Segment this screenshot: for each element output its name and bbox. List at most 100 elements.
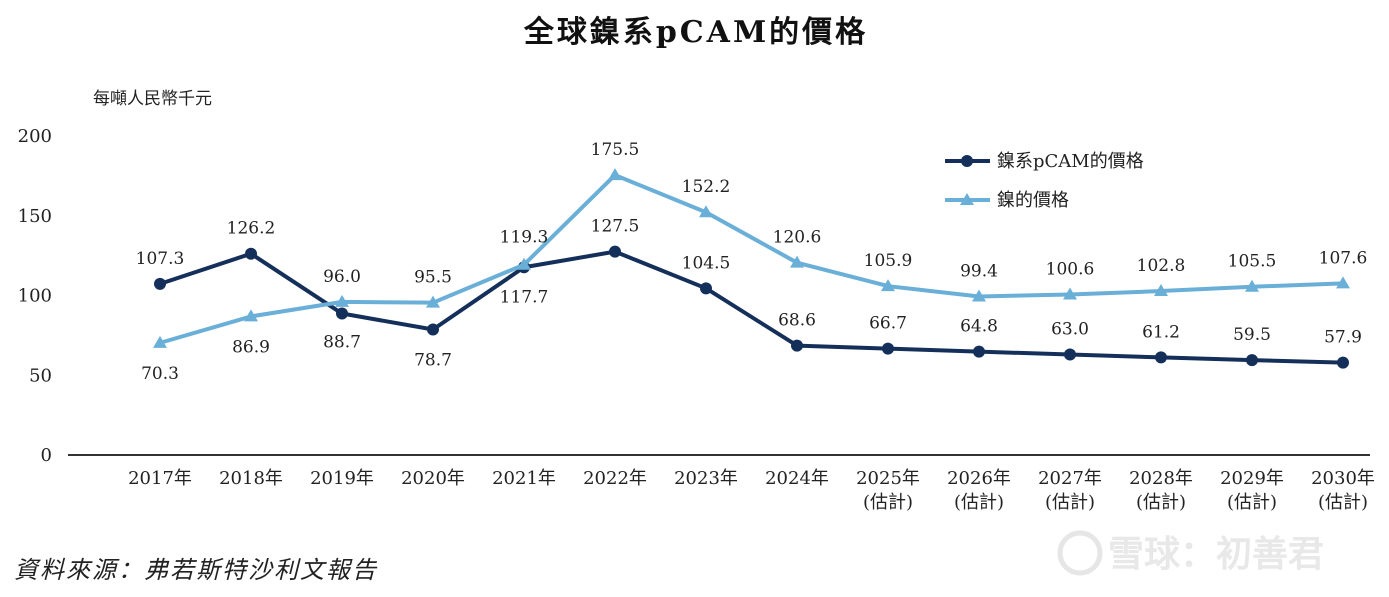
y-tick-label: 50 xyxy=(29,365,52,386)
y-tick-label: 150 xyxy=(18,206,52,227)
x-tick-label: 2025年 xyxy=(856,468,920,489)
source-note: 資料來源：弗若斯特沙利文報告 xyxy=(14,556,378,584)
data-point xyxy=(245,247,257,260)
y-tick-label: 100 xyxy=(18,286,52,307)
y-tick-label: 0 xyxy=(41,445,52,466)
x-tick-label: (估計) xyxy=(1045,492,1095,513)
watermark-logo-icon xyxy=(1057,530,1103,576)
x-tick-label: 2021年 xyxy=(492,468,556,489)
x-tick-label: 2020年 xyxy=(401,468,465,489)
data-point xyxy=(153,335,167,348)
data-point xyxy=(881,279,895,292)
data-label: 126.2 xyxy=(227,219,276,239)
data-point xyxy=(1246,354,1258,367)
legend-label: 鎳的價格 xyxy=(997,190,1069,211)
watermark-text: 雪球：初善君 xyxy=(1108,534,1324,575)
data-point xyxy=(335,294,349,307)
legend-marker-circle-icon xyxy=(961,155,973,167)
x-tick-label: 2026年 xyxy=(947,468,1011,489)
data-point xyxy=(1245,279,1259,292)
data-label: 68.6 xyxy=(778,311,816,331)
x-tick-label: 2023年 xyxy=(674,468,738,489)
data-label: 86.9 xyxy=(232,337,270,357)
data-label: 117.7 xyxy=(500,287,549,307)
data-label: 95.5 xyxy=(414,268,452,288)
data-point xyxy=(790,255,804,268)
x-tick-label: (估計) xyxy=(954,492,1004,513)
data-point xyxy=(1154,284,1168,297)
data-label: 105.9 xyxy=(864,251,913,271)
data-point xyxy=(1336,276,1350,289)
data-label: 66.7 xyxy=(869,314,907,334)
data-label: 175.5 xyxy=(591,140,640,160)
data-point xyxy=(972,289,986,302)
data-label: 104.5 xyxy=(682,253,731,273)
data-label: 100.6 xyxy=(1046,260,1095,280)
legend-item: 鎳的價格 xyxy=(945,190,1069,211)
legend-marker-triangle-icon xyxy=(960,193,974,205)
data-label: 120.6 xyxy=(773,228,822,248)
data-label: 78.7 xyxy=(414,350,452,370)
data-label: 107.3 xyxy=(136,249,185,269)
data-label: 99.4 xyxy=(960,261,998,281)
x-tick-label: 2024年 xyxy=(765,468,829,489)
data-point xyxy=(791,339,803,352)
data-point xyxy=(1064,348,1076,361)
data-label: 152.2 xyxy=(682,177,731,197)
chart-title: 全球鎳系pCAM的價格 xyxy=(523,15,868,50)
data-point xyxy=(244,309,258,322)
x-tick-label: (估計) xyxy=(1136,492,1186,513)
data-label: 70.3 xyxy=(141,364,179,384)
data-label: 96.0 xyxy=(323,267,361,287)
legend-label: 鎳系pCAM的價格 xyxy=(997,151,1144,172)
data-point xyxy=(426,295,440,308)
x-tick-label: 2017年 xyxy=(128,468,192,489)
data-point xyxy=(154,277,166,290)
data-point xyxy=(336,307,348,320)
data-label: 64.8 xyxy=(960,317,998,337)
series-line xyxy=(159,249,1344,365)
data-label: 61.2 xyxy=(1142,322,1180,342)
data-label: 107.6 xyxy=(1319,248,1368,268)
y-axis-ticks: 0 50 100 150 200 xyxy=(18,126,52,466)
data-label: 63.0 xyxy=(1051,320,1089,340)
y-axis-unit-label: 每噸人民幣千元 xyxy=(93,89,212,109)
data-point xyxy=(1063,287,1077,300)
data-label: 102.8 xyxy=(1137,256,1186,276)
data-label: 59.5 xyxy=(1233,325,1271,345)
x-tick-label: 2019年 xyxy=(310,468,374,489)
data-label: 57.9 xyxy=(1324,328,1362,348)
data-label: 119.3 xyxy=(500,228,549,248)
series-nickel-price: 70.3 86.9 96.0 95.5 119.3 175.5 152.2 120.6 105.… xyxy=(141,140,1367,384)
data-point xyxy=(517,257,531,270)
data-label: 88.7 xyxy=(323,333,361,353)
data-point xyxy=(608,168,622,181)
x-tick-label: (估計) xyxy=(863,492,913,513)
x-tick-label: (估計) xyxy=(1318,492,1368,513)
legend-item: 鎳系pCAM的價格 xyxy=(945,151,1144,172)
x-tick-label: 2027年 xyxy=(1038,468,1102,489)
data-point xyxy=(973,345,985,358)
data-point xyxy=(609,245,621,258)
x-tick-label: 2029年 xyxy=(1220,468,1284,489)
data-label: 127.5 xyxy=(591,217,640,237)
x-tick-label: 2018年 xyxy=(219,468,283,489)
data-label: 105.5 xyxy=(1228,252,1277,272)
y-tick-label: 200 xyxy=(18,126,52,147)
x-tick-label: (估計) xyxy=(1227,492,1277,513)
series-line xyxy=(159,173,1344,345)
data-point xyxy=(427,323,439,336)
x-axis-ticks: 2017年 2018年 2019年 2020年 2021年 2022年 2023年 2024年… xyxy=(128,468,1375,513)
x-tick-label: 2030年 xyxy=(1311,468,1375,489)
x-tick-label: 2028年 xyxy=(1129,468,1193,489)
data-point xyxy=(882,342,894,355)
data-point xyxy=(1337,356,1349,369)
series-pcam-price: 107.3 126.2 88.7 78.7 117.7 127.5 104.5 68.6 66.… xyxy=(136,217,1362,371)
data-point xyxy=(699,205,713,218)
data-point xyxy=(700,282,712,295)
data-point xyxy=(1155,351,1167,364)
x-tick-label: 2022年 xyxy=(583,468,647,489)
watermark: 雪球：初善君 xyxy=(1057,530,1324,576)
